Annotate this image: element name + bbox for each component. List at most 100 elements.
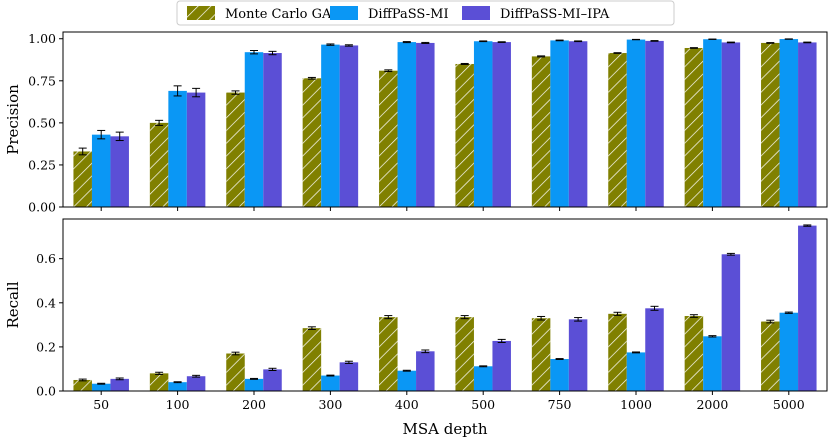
bar-hatch [608, 313, 627, 391]
x-tick-label: 50 [93, 397, 109, 412]
bar [321, 44, 340, 207]
y-tick-label: 0.75 [28, 73, 56, 88]
bar [168, 90, 187, 207]
bar [492, 42, 511, 207]
bar-hatch [761, 321, 780, 391]
y-tick-label: 0.0 [36, 384, 56, 399]
bar [91, 134, 111, 207]
bar [626, 352, 646, 391]
bar [473, 41, 493, 207]
plot-frame [62, 31, 828, 208]
bar-hatch [531, 318, 551, 391]
bar [91, 383, 111, 391]
plot-frame [62, 218, 828, 392]
bar-hatch [761, 42, 780, 207]
bar-hatch [531, 56, 551, 207]
bar-hatch [379, 317, 398, 391]
bar-hatch [379, 70, 398, 207]
y-axis-label: Recall [4, 281, 22, 328]
panels: 0.000.250.500.751.00Precision0.00.20.40.… [4, 31, 828, 412]
bar [626, 39, 646, 208]
bar [397, 42, 417, 207]
bar [263, 369, 282, 391]
x-tick-label: 300 [318, 397, 342, 412]
bar [721, 254, 741, 391]
legend: Monte Carlo GA DiffPaSS-MI DiffPaSS-MI–IPA [176, 0, 675, 26]
bar [416, 351, 435, 391]
legend-entry: DiffPaSS-MI [330, 6, 449, 22]
precision-panel: 0.00 0.25 0.50 0.75 1.00 Precision [4, 31, 828, 215]
bar [416, 42, 435, 207]
x-tick-label: 2000 [696, 397, 728, 412]
bar-hatch [73, 151, 92, 207]
bar [473, 366, 493, 391]
bar [110, 378, 129, 391]
bar-hatch [302, 328, 322, 391]
bar-hatch [226, 353, 245, 391]
x-tick-label: 750 [548, 397, 572, 412]
bar-hatch [455, 317, 474, 391]
legend-frame [176, 0, 675, 26]
y-tick-label: 0.00 [28, 200, 56, 215]
bar [645, 40, 664, 207]
bar-hatch [608, 53, 627, 207]
x-tick-label: 200 [242, 397, 266, 412]
y-axis-label: Precision [4, 84, 22, 155]
bar [645, 308, 664, 391]
legend-label: DiffPaSS-MI–IPA [500, 7, 610, 22]
bar-hatch [149, 373, 169, 391]
bar [703, 336, 722, 391]
legend-entry: Monte Carlo GA [187, 6, 332, 22]
bar-hatch [226, 92, 245, 207]
bar [321, 375, 340, 391]
x-tick-label: 5000 [773, 397, 805, 412]
recall-panel: 0.0 0.2 0.4 0.6 Recall 50 100 200 300 400 500 750 10… [4, 218, 828, 412]
bar [550, 359, 569, 391]
bar [263, 53, 282, 207]
y-tick-label: 0.6 [36, 251, 56, 266]
x-tick-label: 500 [471, 397, 495, 412]
bar [168, 382, 187, 391]
y-tick-label: 0.4 [36, 295, 56, 310]
y-tick-label: 0.25 [28, 157, 56, 172]
bar [339, 45, 359, 207]
y-tick-label: 0.2 [36, 339, 56, 354]
legend-swatch-hatch [187, 6, 215, 20]
bar [721, 42, 741, 207]
bar-hatch [455, 63, 474, 207]
x-tick-label: 1000 [620, 397, 652, 412]
bar-hatch [302, 78, 322, 207]
legend-label: Monte Carlo GA [225, 7, 332, 22]
bar-hatch [684, 316, 704, 391]
bar [397, 370, 417, 391]
bar [779, 312, 799, 391]
legend-swatch [462, 6, 490, 20]
bar [550, 40, 569, 208]
x-tick-label: 100 [166, 397, 190, 412]
bar [703, 39, 722, 207]
bar [568, 41, 588, 207]
bar [568, 319, 588, 391]
x-axis-label: MSA depth [402, 420, 487, 438]
bar-hatch [684, 47, 704, 207]
legend-entry: DiffPaSS-MI–IPA [462, 6, 610, 22]
bar [110, 136, 129, 207]
bar [798, 225, 817, 391]
bar [186, 376, 206, 391]
bar [186, 92, 206, 207]
bar [492, 340, 511, 391]
legend-swatch [330, 6, 358, 20]
bar [244, 52, 264, 207]
bar [339, 362, 359, 391]
bar [244, 378, 264, 391]
bar [798, 42, 817, 207]
y-tick-label: 1.00 [28, 31, 56, 46]
x-tick-label: 400 [395, 397, 419, 412]
bar [779, 39, 799, 207]
bar-hatch [73, 379, 92, 391]
bar-hatch [149, 122, 169, 207]
legend-label: DiffPaSS-MI [368, 7, 449, 22]
y-tick-label: 0.50 [28, 115, 56, 130]
